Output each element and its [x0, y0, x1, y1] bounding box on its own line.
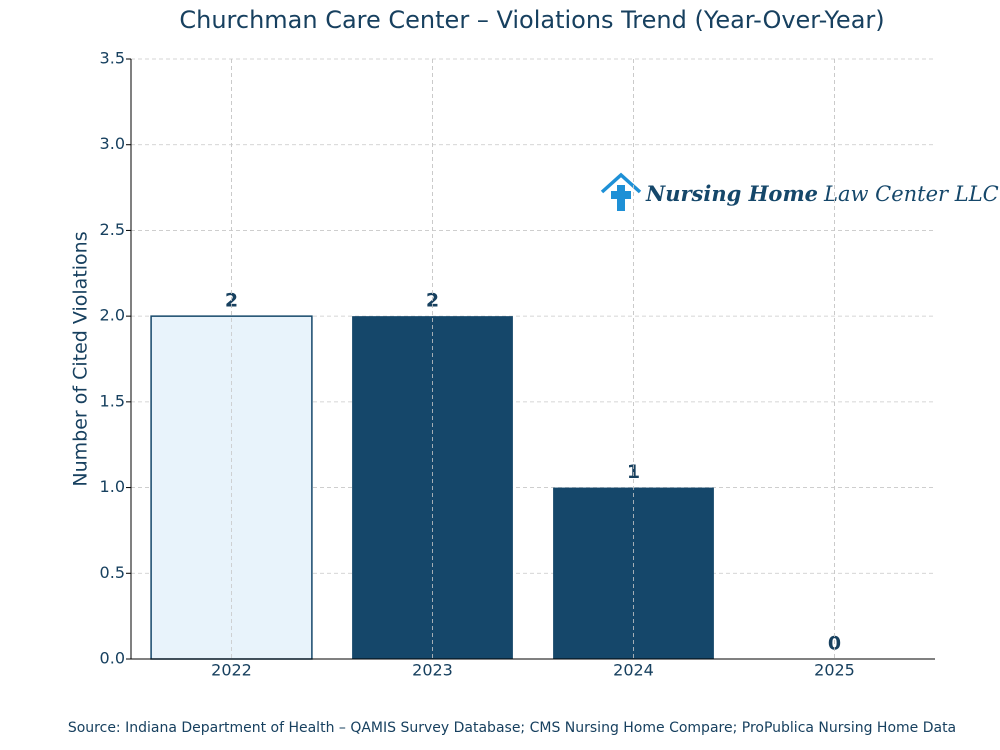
y-tick-label: 3.5 [100, 49, 125, 68]
logo-text: Nursing Home Law Center LLC [645, 181, 999, 206]
y-tick-label: 2.5 [100, 220, 125, 239]
y-tick-label: 1.0 [100, 477, 125, 496]
y-tick-label: 0.5 [100, 563, 125, 582]
logo-cross [611, 185, 631, 211]
source-note: Source: Indiana Department of Health – Q… [68, 720, 956, 736]
y-tick-label: 0.0 [100, 649, 125, 668]
y-tick-label: 1.5 [100, 391, 125, 410]
y-tick-label: 2.0 [100, 306, 125, 325]
logo-rest: Law Center LLC [823, 182, 999, 206]
logo: Nursing Home Law Center LLC [600, 172, 999, 211]
plot-area: 0.00.51.01.52.02.53.03.52202222023120240… [100, 49, 935, 680]
chart-title: Churchman Care Center – Violations Trend… [179, 6, 884, 34]
x-tick-label: 2024 [613, 661, 654, 680]
x-tick-label: 2025 [814, 661, 855, 680]
x-tick-label: 2022 [211, 661, 252, 680]
y-axis-label: Number of Cited Violations [70, 231, 92, 486]
y-tick-label: 3.0 [100, 134, 125, 153]
x-tick-label: 2023 [412, 661, 453, 680]
logo-bold: Nursing Home [645, 181, 818, 206]
